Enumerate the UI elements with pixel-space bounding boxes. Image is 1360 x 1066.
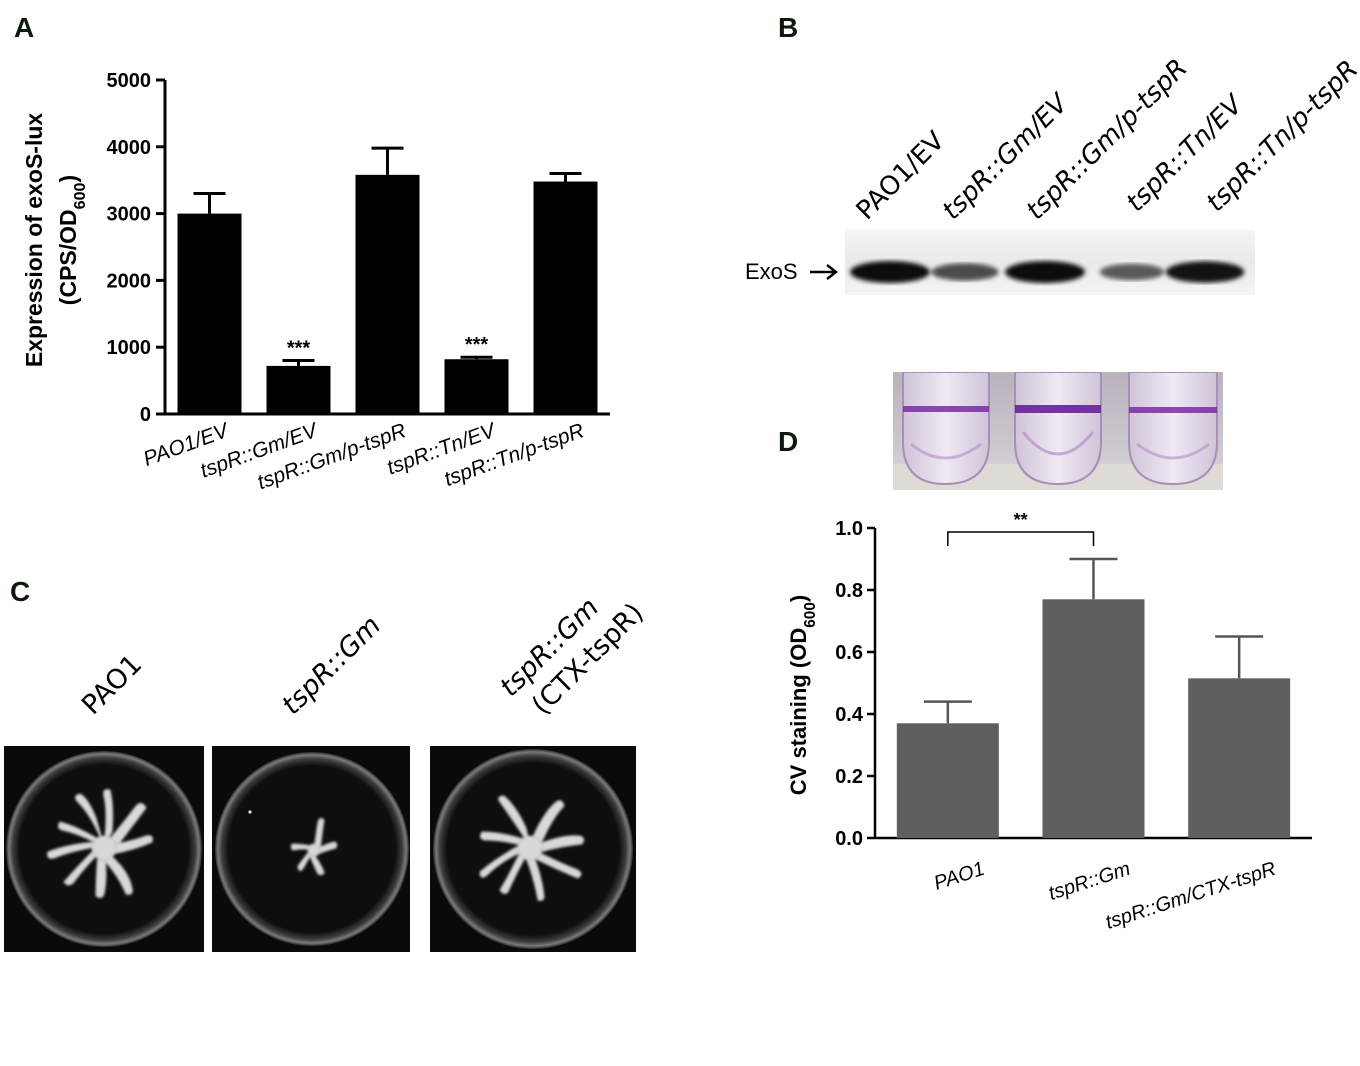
- y-tick-label-d: 0.6: [835, 642, 863, 664]
- y-tick-label-a: 2000: [107, 270, 152, 292]
- lane-label-2: tspR::Gm/EV: [936, 88, 1075, 227]
- plate-tspr-gm: [212, 746, 410, 952]
- y-tick-label-d: 0.2: [835, 766, 863, 788]
- y-tick-label-a: 4000: [107, 137, 152, 159]
- y-tick-label-d: 0.8: [835, 580, 863, 602]
- y-tick-label-a: 0: [140, 404, 151, 426]
- y-axis-label-d: CV staining (OD600): [786, 595, 819, 795]
- bar-a: [444, 359, 509, 414]
- band: [1099, 263, 1165, 281]
- lane-label-1: PAO1/EV: [850, 126, 951, 226]
- y-tick-label-d: 1.0: [835, 518, 863, 540]
- band: [1165, 261, 1245, 283]
- y-tick-label-a: 5000: [107, 70, 152, 92]
- panel-letter-b: B: [778, 12, 799, 43]
- bar-a: [533, 181, 598, 414]
- y-tick-label-a: 1000: [107, 337, 152, 359]
- tube-2: [1014, 372, 1102, 486]
- panel-letter-a: A: [14, 12, 35, 43]
- exos-arrow: [810, 264, 839, 280]
- lane-label-5: tspR::Tn/p-tspR: [1200, 54, 1360, 218]
- tube-1: [902, 372, 990, 486]
- biofilm-tubes-photo: [893, 372, 1223, 490]
- bar-a: [266, 365, 331, 414]
- lane-label-3: tspR::Gm/p-tspR: [1020, 53, 1194, 226]
- significance-a: ***: [287, 338, 311, 360]
- y-axis-label2-a: (CPS/OD600): [55, 175, 89, 305]
- x-tick-label-d: tspR::Gm: [1046, 858, 1133, 905]
- chart-a: 0 1000 2000 3000 4000 5000 Expression of exoS-…: [21, 70, 610, 494]
- x-tick-label-d: PAO1: [931, 858, 987, 895]
- bar-a: [355, 174, 420, 414]
- panel-letter-c: C: [10, 576, 31, 607]
- plate-label-1: PAO1: [76, 648, 149, 721]
- band: [931, 263, 999, 281]
- plate-label-2: tspR::Gm: [276, 609, 388, 721]
- band: [1005, 261, 1085, 283]
- bar-d: [1188, 678, 1291, 838]
- lane-label-4: tspR::Tn/EV: [1120, 89, 1249, 218]
- bar-a: [177, 213, 242, 414]
- bar-d: [896, 723, 999, 838]
- y-tick-label-a: 3000: [107, 204, 152, 226]
- tube-3: [1128, 372, 1218, 486]
- western-blot: ExoS: [745, 230, 1255, 295]
- significance-d: **: [1014, 510, 1028, 530]
- significance-bracket-d: [947, 531, 1095, 546]
- swarm-plates: [4, 746, 636, 952]
- band: [850, 261, 930, 283]
- chart-d: 0.0 0.2 0.4 0.6 0.8 1.0 CV staining (OD600) PAO…: [786, 510, 1312, 934]
- panel-letter-d: D: [778, 426, 799, 457]
- y-tick-label-d: 0.4: [835, 704, 864, 726]
- significance-a: ***: [465, 334, 489, 356]
- blot-bands: [850, 261, 1245, 283]
- plate-complemented: [430, 746, 636, 952]
- y-axis-label-a: Expression of exoS-lux: [21, 113, 47, 368]
- bar-d: [1042, 599, 1145, 838]
- plate-pao1: [4, 746, 204, 952]
- plate-labels: PAO1 tspR::Gm tspR::Gm (CTX-tspR): [0, 560, 660, 750]
- y-tick-label-d: 0.0: [835, 828, 863, 850]
- exos-band-label: ExoS: [745, 259, 798, 284]
